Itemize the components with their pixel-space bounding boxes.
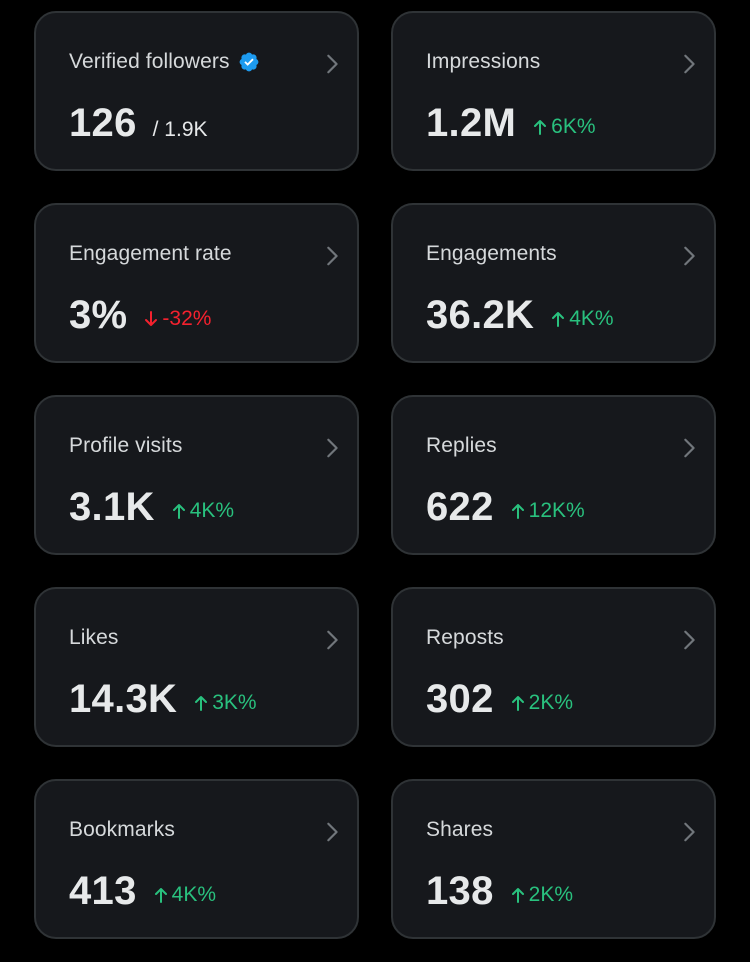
metric-value-row: 126 / 1.9K — [69, 101, 208, 146]
metric-label: Impressions — [426, 50, 541, 73]
metric-card-replies[interactable]: Replies 622 12K% — [391, 395, 716, 555]
metric-delta-value: 2K% — [528, 691, 573, 714]
verified-badge-icon — [239, 52, 258, 72]
metric-label-row: Profile visits — [69, 434, 182, 458]
metric-card-shares[interactable]: Shares 138 2K% — [391, 779, 716, 939]
metric-label: Replies — [426, 434, 497, 457]
chevron-right-icon — [327, 822, 338, 842]
metric-label-row: Reposts — [426, 626, 504, 650]
metric-value-row: 302 2K% — [426, 677, 573, 722]
arrow-up-icon — [511, 696, 524, 711]
arrow-up-icon — [511, 888, 524, 903]
metric-value-row: 1.2M 6K% — [426, 101, 596, 146]
metric-delta-value: 4K% — [189, 499, 235, 522]
metric-card-impressions[interactable]: Impressions 1.2M 6K% — [391, 11, 716, 171]
metric-value-row: 14.3K 3K% — [69, 677, 257, 722]
metric-delta: 6K% — [532, 115, 596, 139]
arrow-down-icon — [145, 311, 158, 326]
metric-value: 1.2M — [426, 101, 517, 145]
arrow-up-icon — [534, 120, 547, 135]
metric-delta-value: 4K% — [569, 307, 614, 330]
metric-value: 36.2K — [426, 293, 535, 337]
metric-card-bookmarks[interactable]: Bookmarks 413 4K% — [34, 779, 359, 939]
metric-delta: 3K% — [193, 691, 257, 715]
metric-delta-value: -32% — [162, 307, 212, 330]
metric-value-row: 138 2K% — [426, 869, 573, 914]
metrics-grid: Verified followers 126 / 1.9K Impression… — [34, 11, 716, 939]
metric-label-row: Shares — [426, 818, 493, 842]
metric-label-row: Replies — [426, 434, 497, 458]
metric-value: 622 — [426, 485, 494, 529]
metric-delta: 4K% — [171, 499, 234, 523]
metric-delta: 12K% — [510, 499, 585, 523]
chevron-right-icon — [684, 438, 695, 458]
metric-value-row: 3.1K 4K% — [69, 485, 234, 530]
metric-value: 3% — [69, 293, 128, 337]
metric-card-engagement-rate[interactable]: Engagement rate 3% -32% — [34, 203, 359, 363]
metric-label: Likes — [69, 626, 119, 649]
metric-label: Shares — [426, 818, 494, 841]
metric-label: Verified followers — [69, 50, 230, 73]
metric-card-engagements[interactable]: Engagements 36.2K 4K% — [391, 203, 716, 363]
arrow-up-icon — [552, 312, 565, 327]
metric-card-likes[interactable]: Likes 14.3K 3K% — [34, 587, 359, 747]
arrow-up-icon — [195, 696, 208, 711]
metric-label-row: Engagement rate — [69, 242, 232, 266]
metric-label: Profile visits — [69, 434, 183, 457]
metric-label: Bookmarks — [69, 818, 175, 841]
metric-delta-value: 3K% — [212, 691, 257, 714]
metric-delta: 4K% — [153, 883, 216, 907]
metric-label: Engagements — [426, 242, 557, 265]
metric-value: 3.1K — [69, 485, 155, 529]
metric-total: / 1.9K — [152, 118, 208, 141]
chevron-right-icon — [684, 246, 695, 266]
arrow-up-icon — [511, 504, 524, 519]
metric-label: Reposts — [426, 626, 504, 649]
metric-delta: -32% — [143, 307, 211, 331]
metric-value: 413 — [69, 869, 137, 913]
metric-label: Engagement rate — [69, 242, 232, 265]
metric-delta-value: 2K% — [528, 883, 573, 906]
chevron-right-icon — [327, 630, 338, 650]
metric-card-reposts[interactable]: Reposts 302 2K% — [391, 587, 716, 747]
metric-delta-value: 12K% — [528, 499, 585, 522]
metric-label-row: Impressions — [426, 50, 540, 74]
metric-delta: 2K% — [510, 883, 573, 907]
chevron-right-icon — [327, 438, 338, 458]
chevron-right-icon — [684, 630, 695, 650]
metric-label-row: Bookmarks — [69, 818, 175, 842]
chevron-right-icon — [684, 822, 695, 842]
chevron-right-icon — [327, 54, 338, 74]
arrow-up-icon — [172, 504, 185, 519]
metric-label-row: Likes — [69, 626, 119, 650]
metric-label-row: Engagements — [426, 242, 557, 266]
metric-value: 138 — [426, 869, 494, 913]
metric-value-row: 622 12K% — [426, 485, 585, 530]
chevron-right-icon — [684, 54, 695, 74]
metric-value: 126 — [69, 101, 137, 145]
metric-delta-value: 6K% — [551, 115, 596, 138]
arrow-up-icon — [154, 888, 167, 903]
metric-value: 302 — [426, 677, 494, 721]
metric-value-row: 413 4K% — [69, 869, 216, 914]
metric-card-profile-visits[interactable]: Profile visits 3.1K 4K% — [34, 395, 359, 555]
metric-value: 14.3K — [69, 677, 178, 721]
metric-delta: 2K% — [510, 691, 573, 715]
metric-card-verified-followers[interactable]: Verified followers 126 / 1.9K — [34, 11, 359, 171]
metric-value-row: 3% -32% — [69, 293, 211, 338]
metric-delta: 4K% — [550, 307, 614, 331]
metric-value-row: 36.2K 4K% — [426, 293, 614, 338]
metric-delta-value: 4K% — [171, 883, 216, 906]
metric-label-row: Verified followers — [69, 50, 260, 74]
chevron-right-icon — [327, 246, 338, 266]
